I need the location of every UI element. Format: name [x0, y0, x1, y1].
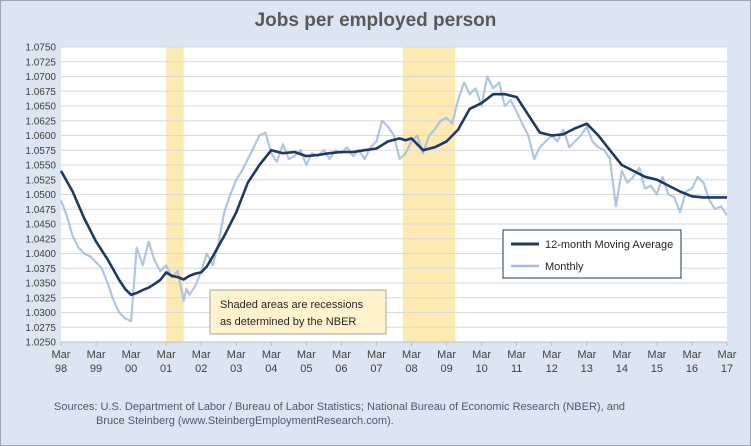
x-tick-month: Mar — [297, 349, 316, 361]
x-tick-year: 99 — [90, 363, 102, 375]
y-tick-label: 1.0375 — [25, 264, 56, 275]
x-tick-month: Mar — [402, 349, 421, 361]
y-tick-label: 1.0750 — [25, 43, 56, 54]
x-tick-month: Mar — [542, 349, 561, 361]
gridlines-group — [61, 46, 727, 343]
x-tick-year: 00 — [125, 363, 137, 375]
y-tick-label: 1.0725 — [25, 57, 56, 68]
x-tick-month: Mar — [332, 349, 351, 361]
y-tick-label: 1.0575 — [25, 146, 56, 157]
annotation-group: Shaded areas are recessions as determined… — [209, 289, 387, 335]
y-tick-label: 1.0350 — [25, 279, 56, 290]
x-tick-year: 04 — [265, 363, 277, 375]
x-tick-month: Mar — [718, 349, 737, 361]
y-tick-label: 1.0325 — [25, 293, 56, 304]
y-tick-label: 1.0275 — [25, 323, 56, 334]
x-tick-year: 14 — [616, 363, 628, 375]
y-tick-label: 1.0600 — [25, 131, 56, 142]
sources-line-2: Bruce Steinberg (www.SteinbergEmployment… — [96, 415, 394, 427]
x-tick-year: 02 — [195, 363, 207, 375]
sources-line-1: Sources: U.S. Department of Labor / Bure… — [54, 401, 626, 413]
legend-label: 12-month Moving Average — [545, 239, 673, 251]
x-tick-month: Mar — [472, 349, 491, 361]
x-tick-month: Mar — [192, 349, 211, 361]
y-tick-label: 1.0650 — [25, 102, 56, 113]
x-tick-year: 10 — [476, 363, 488, 375]
x-tick-year: 03 — [230, 363, 242, 375]
y-tick-label: 1.0675 — [25, 87, 56, 98]
x-tick-year: 05 — [300, 363, 312, 375]
x-tick-year: 07 — [370, 363, 382, 375]
y-tick-label: 1.0475 — [25, 205, 56, 216]
x-tick-month: Mar — [367, 349, 386, 361]
y-tick-label: 1.0250 — [25, 338, 56, 349]
annotation-line-2: as determined by the NBER — [220, 316, 356, 328]
y-tick-label: 1.0625 — [25, 116, 56, 127]
y-tick-label: 1.0550 — [25, 161, 56, 172]
annotation-line-1: Shaded areas are recessions — [220, 299, 364, 311]
x-tick-year: 08 — [405, 363, 417, 375]
y-tick-label: 1.0700 — [25, 72, 56, 83]
x-tick-month: Mar — [157, 349, 176, 361]
x-tick-year: 15 — [651, 363, 663, 375]
x-tick-year: 16 — [686, 363, 698, 375]
y-tick-label: 1.0525 — [25, 175, 56, 186]
y-tick-label: 1.0500 — [25, 190, 56, 201]
x-tick-year: 98 — [55, 363, 67, 375]
y-tick-label: 1.0425 — [25, 234, 56, 245]
x-tick-year: 13 — [581, 363, 593, 375]
x-tick-month: Mar — [262, 349, 281, 361]
x-tick-month: Mar — [227, 349, 246, 361]
x-tick-month: Mar — [647, 349, 666, 361]
x-tick-month: Mar — [612, 349, 631, 361]
legend: 12-month Moving Average Monthly — [502, 229, 682, 279]
chart-title: Jobs per employed person — [254, 10, 497, 31]
sources-note: Sources: U.S. Department of Labor / Bure… — [54, 400, 625, 428]
legend-label: Monthly — [545, 261, 584, 273]
x-tick-month: Mar — [122, 349, 141, 361]
x-axis-labels: Mar 98 Mar 99 Mar 00 Mar 01 Mar 02 Mar 03 Mar 04 Mar 05… — [52, 342, 737, 375]
y-tick-label: 1.0300 — [25, 308, 56, 319]
x-tick-month: Mar — [437, 349, 456, 361]
y-tick-label: 1.0400 — [25, 249, 56, 260]
legend-box — [502, 229, 682, 279]
x-tick-month: Mar — [52, 349, 71, 361]
series-line-moving-average — [59, 92, 727, 297]
x-tick-month: Mar — [682, 349, 701, 361]
annotation-box — [209, 289, 387, 335]
x-tick-month: Mar — [577, 349, 596, 361]
x-tick-year: 09 — [440, 363, 452, 375]
x-tick-month: Mar — [87, 349, 106, 361]
y-axis-labels: 1.0750 1.0725 1.0700 1.0675 1.0650 1.0625 1.06… — [25, 43, 56, 349]
series-group — [59, 75, 728, 323]
x-tick-month: Mar — [507, 349, 526, 361]
x-tick-year: 12 — [546, 363, 558, 375]
x-tick-year: 17 — [721, 363, 733, 375]
x-tick-year: 06 — [335, 363, 347, 375]
x-tick-year: 11 — [511, 363, 522, 375]
y-tick-label: 1.0450 — [25, 220, 56, 231]
x-tick-year: 01 — [160, 363, 172, 375]
